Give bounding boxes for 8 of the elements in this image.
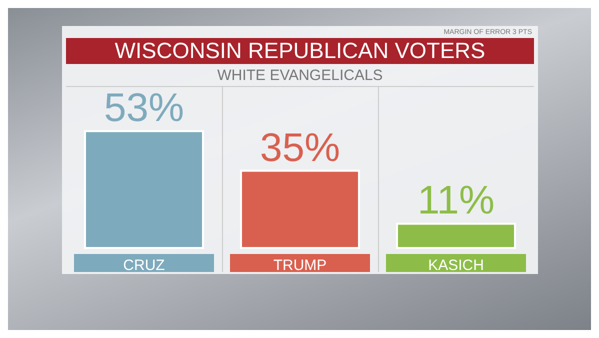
chart-subtitle: WHITE EVANGELICALS: [216, 67, 384, 84]
x-tick-label: CRUZ: [123, 257, 165, 274]
data-label: 35%: [260, 126, 340, 170]
data-label: 53%: [104, 86, 184, 130]
data-label: 11%: [417, 178, 495, 223]
x-tick-label: TRUMP: [273, 257, 327, 274]
chart-title: WISCONSIN REPUBLICAN VOTERS: [66, 38, 534, 64]
x-tick-label: KASICH: [428, 257, 484, 274]
